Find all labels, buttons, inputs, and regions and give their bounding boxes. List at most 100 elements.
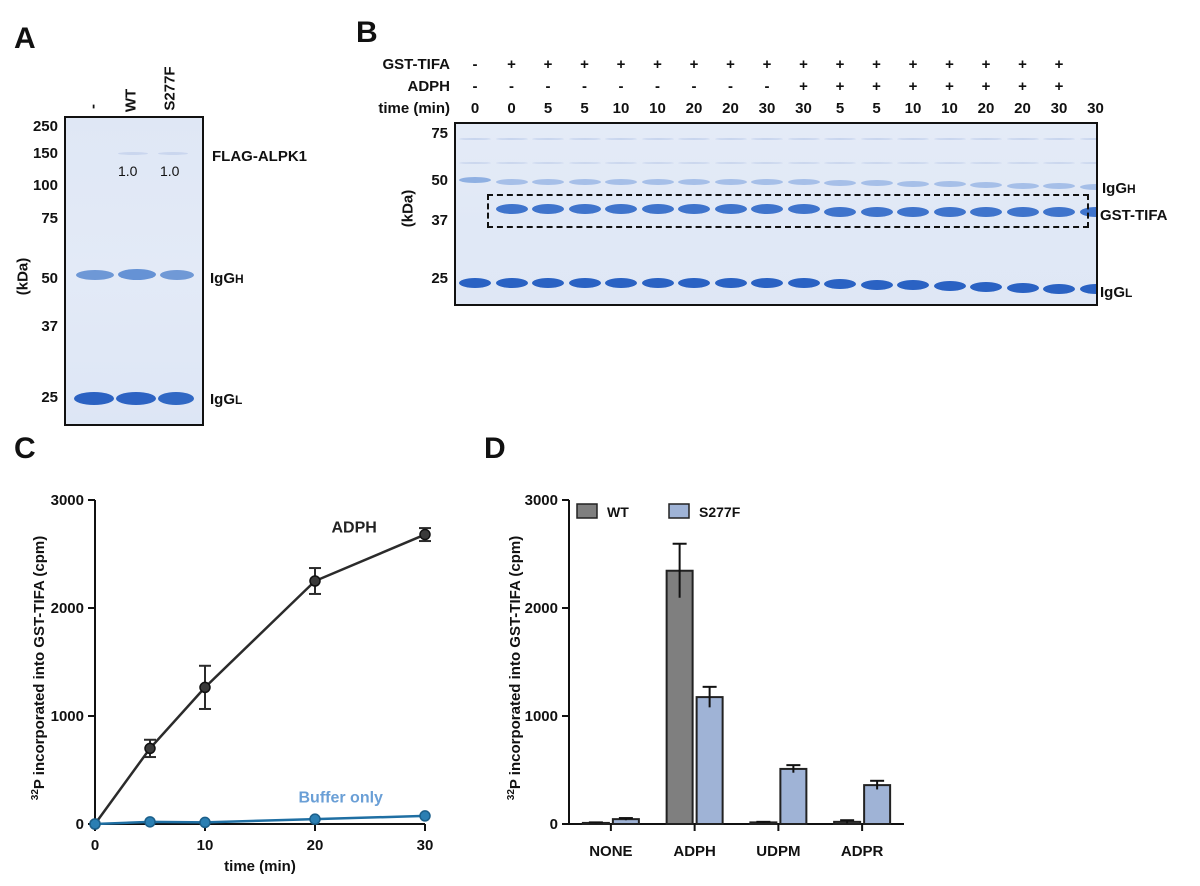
gel-b-band-faint [495,138,528,140]
panel-c-line-chart: 0 1000 2000 3000 0 10 20 30 time (min) 32P incorp… [30,492,433,875]
c-y-axis-label: 32P incorporated into GST-TIFA (cpm) [30,536,48,800]
gel-a-band [118,152,148,155]
panel-b-time-value: 10 [612,100,630,117]
gel-b-band-faint [714,162,747,164]
gel-b-band-faint [1079,138,1096,140]
gel-b-band-faint [1006,138,1039,140]
panel-a-lane-wt: WT [122,88,140,113]
panel-b-time-value: 0 [470,100,480,117]
c-data-point [144,742,156,755]
gel-b-band-igg-h [751,179,783,185]
panel-b-gst-tifa-mark: + [908,56,918,73]
gel-b-band-igg-l [568,278,601,288]
gel-b-band-faint [860,138,893,140]
gel-b-band-faint [459,138,491,140]
gel-b-band-gst-tifa [751,204,783,214]
gel-b-band-igg-l [860,279,893,290]
gel-b-band-faint [1043,162,1075,164]
panel-a-mw-250: 250 [32,118,58,135]
panel-c-label: C [14,432,36,465]
gel-b-band-faint [641,138,674,140]
panel-a-quant-s277f: 1.0 [160,163,180,179]
panel-b-time-value: 5 [835,100,845,117]
gel-b-band-gst-tifa [714,204,747,214]
gel-b-band-igg-l [532,278,564,288]
c-data-point [419,528,431,541]
gel-b-band-igg-h [605,179,637,185]
gel-b-band-gst-tifa [1043,207,1075,217]
panel-b-gst-tifa-mark: - [472,56,478,73]
gel-b-band-gst-tifa [933,207,966,217]
gel-b-band-faint [1043,138,1075,140]
gel-b-band-igg-h [824,179,856,186]
gel-b-band-gst-tifa [641,204,674,214]
panel-b-adph-mark: + [1018,78,1027,95]
panel-b-label: B [356,16,378,49]
gel-b-band-faint [605,162,637,164]
gel-b-band-gst-tifa [1006,207,1039,217]
panel-b-gst-tifa-mark: + [981,56,991,73]
panel-b-gel [454,122,1098,306]
panel-a-mw-100: 100 [32,177,58,194]
gel-a-band [74,392,114,405]
panel-b-time-value: 10 [941,100,958,117]
panel-b-time-value: 20 [722,100,739,117]
gel-b-band-igg-l [824,278,856,289]
gel-b-band-igg-l [787,278,820,288]
panel-b-time-value: 30 [1087,100,1104,117]
gel-b-band-igg-l [641,278,674,288]
panel-b-mw-50: 50 [431,172,448,189]
c-x-tick-label: 20 [307,837,324,854]
gel-b-band-faint [678,138,710,140]
gel-b-band-faint [605,138,637,140]
gel-b-band-faint [532,162,564,164]
gel-b-band-igg-l [897,280,929,291]
c-data-point [199,816,211,829]
panel-a-lane-s277f: S277F [161,66,179,111]
gel-b-band-igg-h [568,179,601,185]
c-data-point [309,575,321,587]
panel-b-time-value: 10 [649,100,666,117]
panel-b-time-value: 5 [543,100,553,117]
d-bar [863,784,892,825]
gel-b-band-faint [678,162,710,164]
d-legend-swatch [576,503,598,519]
d-y-tick-label: 1000 [525,708,558,725]
gel-b-band-faint [568,162,601,164]
panel-b-adph-mark: + [1054,78,1064,95]
d-bar [665,569,694,825]
panel-b-label-igg-l: IgGL [1100,284,1133,301]
panel-b-adph-mark: + [799,78,808,95]
gel-b-band-igg-h [897,180,929,187]
gel-b-band-igg-l [933,281,966,292]
panel-b-time-value: 30 [1050,100,1068,117]
panel-b-adph-mark: - [582,78,587,95]
c-x-tick-label: 0 [91,837,99,854]
gel-b-band-gst-tifa [678,204,710,214]
gel-b-band-igg-h [1079,183,1096,190]
gel-a-band [160,270,194,280]
gel-a-band [76,270,114,280]
c-y-tick-label: 0 [76,816,84,833]
panel-b-adph-mark: + [835,78,845,95]
panel-b-time-value: 30 [795,100,812,117]
gel-b-band-faint [714,138,747,140]
d-x-tick-label: ADPH [673,843,716,860]
gel-a-band [158,392,194,405]
panel-b-adph-mark: - [545,78,551,95]
panel-b-time-value: 20 [1014,100,1031,117]
d-x-tick-label: UDPM [756,843,800,860]
gel-a-band [158,152,188,155]
c-y-tick-label: 2000 [51,600,84,617]
panel-b-adph-mark: + [981,78,991,95]
panel-b-time-value: 30 [758,100,776,117]
gel-b-band-gst-tifa [568,204,601,214]
panel-b-mw-75: 75 [431,125,448,142]
c-series-label-adph: ADPH [332,519,377,536]
d-y-axis-label: 32P incorporated into GST-TIFA (cpm) [506,536,524,800]
panel-b-adph-mark: - [691,78,697,95]
d-bar [695,696,724,826]
gel-b-band-faint [1079,162,1096,164]
panel-b-time-value: 10 [904,100,922,117]
gel-b-band-faint [787,138,820,140]
